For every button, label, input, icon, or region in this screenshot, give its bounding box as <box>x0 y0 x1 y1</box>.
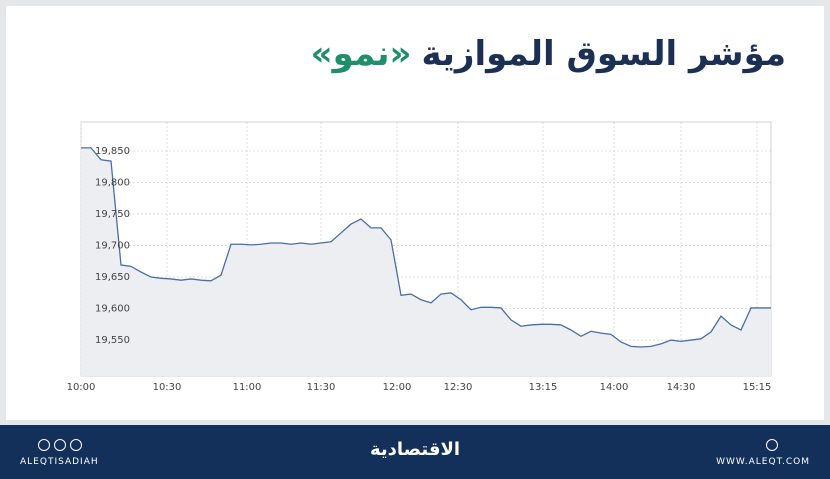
y-tick-label: 19,650 <box>95 272 130 283</box>
y-tick-label: 19,750 <box>95 209 130 220</box>
area <box>81 147 771 376</box>
line <box>81 147 771 348</box>
title-highlight: «نمو» <box>310 34 412 74</box>
x-tick-label: 12:00 <box>383 382 412 393</box>
y-tick-label: 19,700 <box>95 241 130 252</box>
x-tick-label: 14:30 <box>667 382 696 393</box>
x-tick-label: 14:00 <box>600 382 629 393</box>
footer: ALEQTISADIAH الاقتصادية WWW.ALEQT.COM <box>0 425 830 479</box>
x-tick-label: 10:00 <box>67 382 96 393</box>
brand: الاقتصادية <box>369 439 461 460</box>
instagram-icon[interactable] <box>38 439 50 451</box>
website: WWW.ALEQT.COM <box>716 457 810 467</box>
web-icon[interactable] <box>766 439 778 451</box>
title-main: مؤشر السوق الموازية <box>421 34 786 74</box>
y-tick-label: 19,600 <box>95 304 130 315</box>
twitter-icon[interactable] <box>70 439 82 451</box>
y-tick-label: 19,850 <box>95 146 130 157</box>
x-tick-label: 11:30 <box>307 382 336 393</box>
chart: 10:00 10:30 11:00 11:30 12:00 12:30 13:15 14:00… <box>67 121 772 393</box>
x-tick-label: 13:15 <box>529 382 558 393</box>
y-tick-label: 19,800 <box>95 178 130 189</box>
x-tick-label: 12:30 <box>444 382 473 393</box>
x-tick-label: 10:30 <box>153 382 182 393</box>
facebook-icon[interactable] <box>54 439 66 451</box>
x-tick-label: 11:00 <box>233 382 262 393</box>
x-tick-label: 15:15 <box>743 382 772 393</box>
chart-title: مؤشر السوق الموازية«نمو» <box>311 34 786 74</box>
social-handle: ALEQTISADIAH <box>20 457 99 467</box>
y-tick-label: 19,550 <box>95 335 130 346</box>
